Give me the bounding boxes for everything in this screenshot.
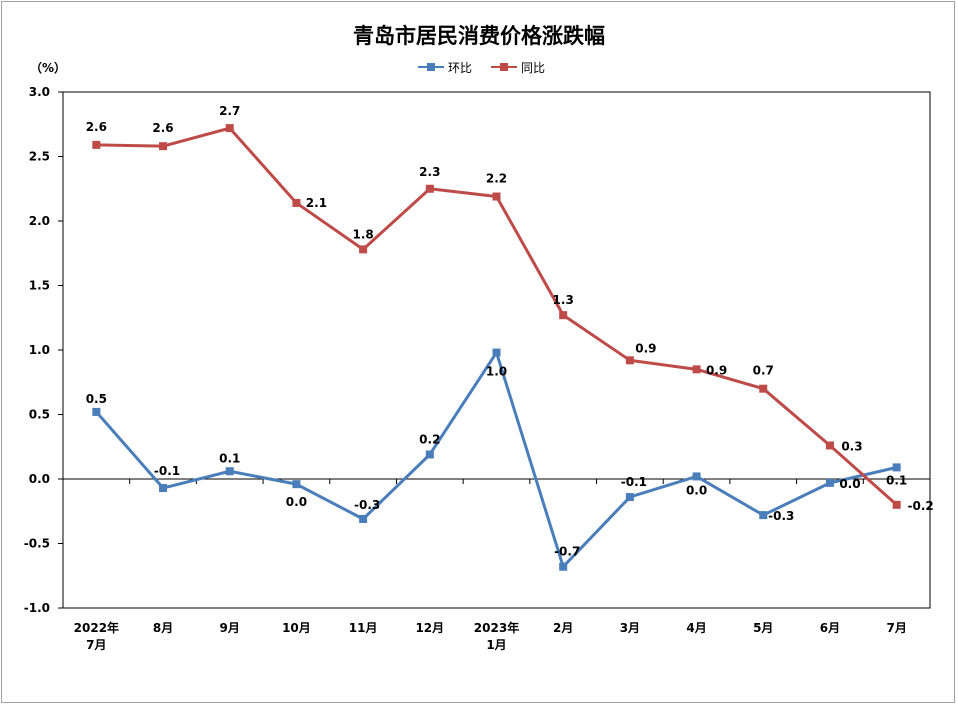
x-tick-label: 7月 [86,638,106,652]
x-tick-label: 9月 [220,621,240,635]
x-tick-label: 12月 [415,621,444,635]
legend-label-tongbi: 同比 [521,60,546,75]
legend-swatch-huanbi [418,62,444,72]
y-tick-label: -0.5 [24,537,50,551]
data-point [759,384,768,393]
x-tick-label: 10月 [282,621,311,635]
data-point [425,184,434,193]
data-point [559,311,568,320]
data-label: 0.2 [419,432,440,446]
data-point [225,467,234,476]
data-point [559,562,568,571]
legend-marker [427,63,435,71]
data-label: 2.7 [219,104,240,118]
data-point [425,450,434,459]
data-point [492,348,501,357]
data-point [625,493,634,502]
data-label: 0.0 [686,483,707,497]
data-label: 0.5 [86,392,107,406]
legend-item-huanbi: 环比 [418,58,472,76]
data-label: 0.0 [286,495,307,509]
data-point [225,124,234,133]
data-point [692,365,701,374]
data-point [892,463,901,472]
data-point [892,500,901,509]
data-point [825,441,834,450]
x-tick-label: 11月 [349,621,378,635]
data-label: -0.3 [768,509,794,523]
data-label: 0.9 [706,363,727,377]
y-tick-label: 0.5 [29,408,50,422]
data-label: -0.3 [354,498,380,512]
data-label: 0.9 [635,341,656,355]
legend-marker [500,63,508,71]
data-point [759,511,768,520]
data-label: -0.7 [554,545,580,559]
data-point [292,480,301,489]
data-label: 1.3 [553,293,574,307]
data-point [292,198,301,207]
y-tick-label: -1.0 [24,601,50,615]
data-label: 2.6 [152,121,173,135]
y-tick-label: 1.5 [29,279,50,293]
data-point [159,484,168,493]
y-tick-label: 3.0 [29,85,50,99]
x-tick-label: 2023年 [474,620,519,635]
data-label: 0.1 [219,451,240,465]
data-point [625,356,634,365]
data-label: 0.0 [839,477,860,491]
x-tick-label: 3月 [620,621,640,635]
legend-item-tongbi: 同比 [491,58,545,76]
data-label: -0.2 [908,499,934,513]
x-tick-label: 7月 [886,621,906,635]
y-axis-unit-label: （%） [30,61,67,75]
data-point [92,140,101,149]
data-point [492,192,501,201]
chart-title: 青岛市居民消费价格涨跌幅 [353,23,605,48]
series-line-huanbi [95,351,897,569]
legend-swatch-tongbi [491,62,517,72]
data-point [359,245,368,254]
data-label: 0.3 [841,439,862,453]
y-tick-label: 0.0 [29,472,50,486]
data-label: 0.7 [753,364,774,378]
x-tick-label: 1月 [486,638,506,652]
data-label: 2.3 [419,165,440,179]
x-tick-label: 6月 [820,621,840,635]
x-tick-label: 5月 [753,621,773,635]
y-tick-label: 2.0 [29,214,50,228]
data-label: 1.8 [352,227,373,241]
data-label: -0.1 [154,464,180,478]
y-tick-label: 1.0 [29,343,50,357]
data-point [692,472,701,481]
legend-label-huanbi: 环比 [448,60,473,75]
data-label: 2.6 [86,120,107,134]
data-label: 2.2 [486,171,507,185]
x-tick-label: 4月 [686,621,706,635]
data-point [159,142,168,151]
data-point [359,514,368,523]
y-tick-label: 2.5 [29,150,50,164]
data-label: 2.1 [306,196,327,210]
data-label: -0.1 [621,475,647,489]
data-label: 0.1 [886,473,907,487]
x-tick-label: 8月 [153,621,173,635]
data-label: 1.0 [486,365,507,379]
data-point [92,407,101,416]
x-tick-label: 2022年 [74,620,119,635]
data-point [825,478,834,487]
x-tick-label: 2月 [553,621,573,635]
